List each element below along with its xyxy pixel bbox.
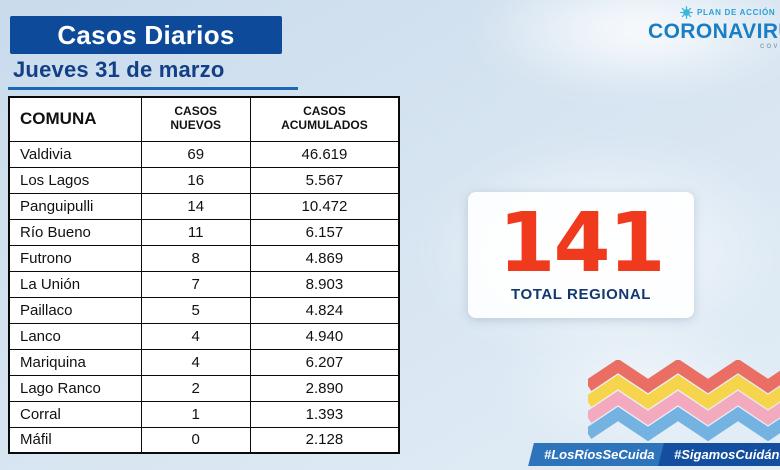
cell-acumulados: 8.903 — [249, 270, 400, 298]
virus-icon — [680, 6, 693, 19]
table-row: La Unión 7 8.903 — [8, 270, 400, 298]
cell-comuna: Corral — [8, 400, 142, 428]
regional-total-card: 141 TOTAL REGIONAL — [468, 192, 694, 318]
zigzag-decoration — [588, 360, 780, 442]
cell-comuna: Mariquina — [8, 348, 142, 376]
cell-comuna: La Unión — [8, 270, 142, 298]
cell-acumulados: 10.472 — [249, 192, 400, 220]
cell-nuevos: 11 — [140, 218, 251, 246]
hashtag-losrios-label: #LosRíosSeCuida — [544, 447, 655, 462]
table-row: Lanco 4 4.940 — [8, 322, 400, 350]
cell-comuna: Lago Ranco — [8, 374, 142, 402]
table-row: Valdivia 69 46.619 — [8, 140, 400, 168]
cell-nuevos: 14 — [140, 192, 251, 220]
cell-acumulados: 2.890 — [249, 374, 400, 402]
date-underline — [8, 87, 298, 90]
brand-plan-row: PLAN DE ACCIÓN — [680, 6, 780, 19]
cell-acumulados: 4.940 — [249, 322, 400, 350]
brand-name: CORONAVIRUS — [648, 20, 780, 43]
table-row: Río Bueno 11 6.157 — [8, 218, 400, 246]
table-row: Futrono 8 4.869 — [8, 244, 400, 272]
cell-acumulados: 1.393 — [249, 400, 400, 428]
cell-acumulados: 2.128 — [249, 426, 400, 454]
cell-nuevos: 2 — [140, 374, 251, 402]
cell-nuevos: 7 — [140, 270, 251, 298]
plan-label: PLAN DE ACCIÓN — [697, 8, 776, 17]
col-header-comuna: COMUNA — [8, 96, 142, 142]
cell-comuna: Panguipulli — [8, 192, 142, 220]
table-row: Lago Ranco 2 2.890 — [8, 374, 400, 402]
cell-comuna: Futrono — [8, 244, 142, 272]
brand-block: PLAN DE ACCIÓN CORONAVIRUS COVID — [648, 6, 780, 50]
cell-nuevos: 4 — [140, 348, 251, 376]
cell-acumulados: 4.869 — [249, 244, 400, 272]
col-header-casos-nuevos: CASOS NUEVOS — [140, 96, 251, 142]
cell-nuevos: 5 — [140, 296, 251, 324]
cell-nuevos: 1 — [140, 400, 251, 428]
cell-acumulados: 5.567 — [249, 166, 400, 194]
table-row: Mariquina 4 6.207 — [8, 348, 400, 376]
table-row: Corral 1 1.393 — [8, 400, 400, 428]
cell-comuna: Valdivia — [8, 140, 142, 168]
hashtag-sigamos: #SigamosCuidándonos — [661, 443, 780, 466]
cell-comuna: Paillaco — [8, 296, 142, 324]
table-row: Los Lagos 16 5.567 — [8, 166, 400, 194]
cell-acumulados: 6.157 — [249, 218, 400, 246]
cell-nuevos: 16 — [140, 166, 251, 194]
cell-nuevos: 4 — [140, 322, 251, 350]
cell-comuna: Los Lagos — [8, 166, 142, 194]
brand-sub-label: COVID — [760, 44, 780, 50]
hashtag-sigamos-label: #SigamosCuidándonos — [674, 447, 780, 462]
cell-comuna: Máfil — [8, 426, 142, 454]
total-value: 141 — [498, 195, 665, 291]
col-header-casos-acumulados: CASOS ACUMULADOS — [249, 96, 400, 142]
page-title-banner: Casos Diarios — [10, 16, 282, 54]
table-row: Panguipulli 14 10.472 — [8, 192, 400, 220]
total-label: TOTAL REGIONAL — [510, 286, 652, 304]
cases-table: COMUNA CASOS NUEVOS CASOS ACUMULADOS Val… — [8, 96, 400, 454]
hashtag-losrios: #LosRíosSeCuida — [531, 443, 668, 466]
cell-acumulados: 4.824 — [249, 296, 400, 324]
page-title: Casos Diarios — [57, 19, 235, 50]
cell-comuna: Río Bueno — [8, 218, 142, 246]
cell-acumulados: 46.619 — [249, 140, 400, 168]
cell-acumulados: 6.207 — [249, 348, 400, 376]
table-row: Máfil 0 2.128 — [8, 426, 400, 454]
cell-nuevos: 0 — [140, 426, 251, 454]
cell-comuna: Lanco — [8, 322, 142, 350]
cell-nuevos: 69 — [140, 140, 251, 168]
cell-nuevos: 8 — [140, 244, 251, 272]
report-date: Jueves 31 de marzo — [13, 57, 225, 82]
table-row: Paillaco 5 4.824 — [8, 296, 400, 324]
table-header-row: COMUNA CASOS NUEVOS CASOS ACUMULADOS — [8, 96, 400, 142]
